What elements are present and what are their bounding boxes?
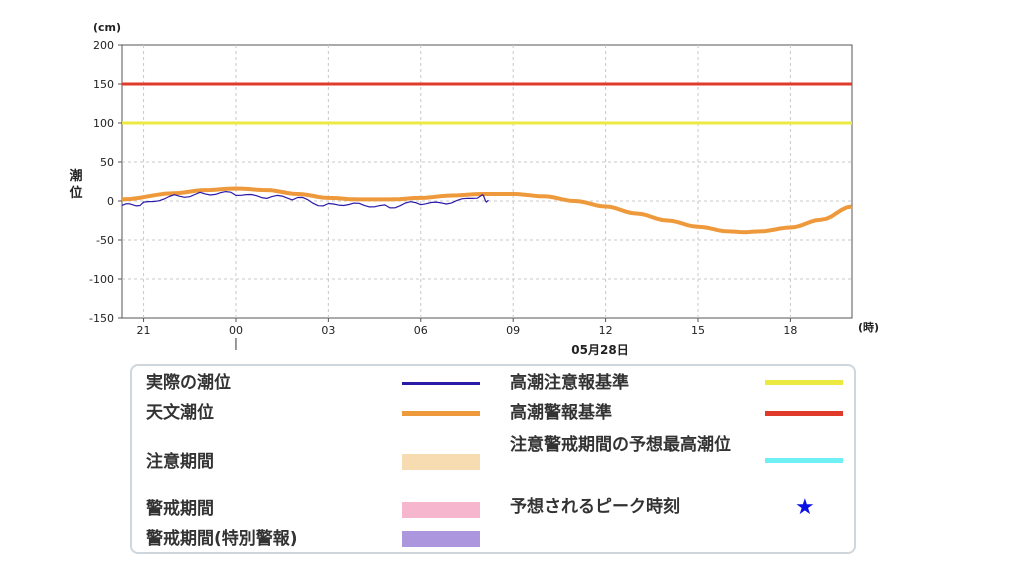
y-tick-label: -100 xyxy=(89,273,114,286)
legend-swatch-astronomical xyxy=(402,411,480,416)
legend-swatch-advisory-level xyxy=(765,380,843,385)
legend-label-special-warning-period: 警戒期間(特別警報) xyxy=(146,529,298,549)
y-tick-label: 0 xyxy=(107,195,114,208)
y-tick-label: 50 xyxy=(100,156,114,169)
y-tick-label: -150 xyxy=(89,312,114,325)
x-unit-label: (時) xyxy=(858,320,879,334)
x-tick-label: 06 xyxy=(414,324,428,337)
legend-label-advisory-level: 高潮注意報基準 xyxy=(510,373,629,393)
legend-label-observed: 実際の潮位 xyxy=(146,373,231,393)
plot-area xyxy=(121,44,853,319)
x-tick-label: 15 xyxy=(691,324,705,337)
y-axis-label: 潮 xyxy=(69,168,82,184)
legend-swatch-observed xyxy=(402,382,480,385)
date-label: 05月28日 xyxy=(571,343,628,357)
legend-swatch-special-warning-period xyxy=(402,531,480,547)
y-tick-label: 150 xyxy=(93,78,114,91)
y-tick-label: 200 xyxy=(93,39,114,52)
legend-label-forecast-max: 注意警戒期間の予想最高潮位 xyxy=(510,435,731,455)
y-axis-label: 位 xyxy=(69,185,82,201)
legend-swatch-forecast-max xyxy=(765,458,843,463)
x-tick-label: 18 xyxy=(783,324,797,337)
legend: 実際の潮位 天文潮位 注意期間 警戒期間 警戒期間(特別警報) 高潮注意報基準 … xyxy=(130,364,856,554)
legend-swatch-warning-level xyxy=(765,411,843,416)
x-tick-label: 09 xyxy=(506,324,520,337)
x-tick-label: 03 xyxy=(321,324,335,337)
legend-label-astronomical: 天文潮位 xyxy=(146,403,214,423)
x-tick-label: 12 xyxy=(599,324,613,337)
y-tick-label: -50 xyxy=(96,234,114,247)
star-icon: ★ xyxy=(795,495,815,520)
y-tick-label: 100 xyxy=(93,117,114,130)
legend-label-warning-level: 高潮警報基準 xyxy=(510,403,612,423)
series-line-astronomical-tide xyxy=(121,186,853,235)
series-line-observed-tide xyxy=(121,191,489,209)
x-tick-label: 00 xyxy=(229,324,243,337)
y-unit-label: (cm) xyxy=(93,21,121,34)
tide-chart: 200 150 100 50 0 -50 -100 -150 21 00 03 06 09 12 15 18 (… xyxy=(69,21,879,357)
legend-swatch-warning-period xyxy=(402,502,480,518)
x-tick-label: 21 xyxy=(137,324,151,337)
legend-label-peak-time: 予想されるピーク時刻 xyxy=(510,497,680,517)
legend-label-caution-period: 注意期間 xyxy=(146,452,214,472)
legend-label-warning-period: 警戒期間 xyxy=(146,499,214,519)
legend-swatch-caution-period xyxy=(402,454,480,470)
